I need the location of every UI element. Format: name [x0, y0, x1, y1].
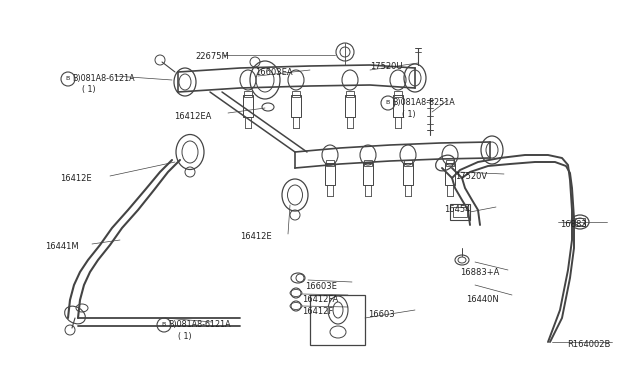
Text: 16454: 16454	[444, 205, 470, 214]
Bar	[403, 163, 413, 185]
Bar	[393, 95, 403, 117]
Bar	[326, 160, 334, 166]
Text: B: B	[386, 100, 390, 106]
Text: 17520U: 17520U	[370, 62, 403, 71]
Text: ( 1): ( 1)	[178, 332, 191, 341]
Text: B)081A8-6121A: B)081A8-6121A	[168, 320, 230, 329]
Text: 16412F: 16412F	[302, 307, 333, 316]
Bar	[291, 95, 301, 117]
Text: 17520V: 17520V	[455, 172, 487, 181]
Bar	[450, 204, 470, 220]
Text: 16412EA: 16412EA	[174, 112, 211, 121]
Text: 16412E: 16412E	[60, 174, 92, 183]
Bar	[364, 160, 372, 166]
Bar	[325, 163, 335, 185]
Bar	[575, 218, 585, 226]
Bar	[394, 91, 402, 97]
Bar	[292, 91, 300, 97]
Bar	[243, 95, 253, 117]
Text: 22675M: 22675M	[195, 52, 228, 61]
Bar	[453, 207, 467, 217]
Text: R164002B: R164002B	[567, 340, 611, 349]
Bar	[346, 91, 354, 97]
Bar	[404, 160, 412, 166]
Bar	[345, 95, 355, 117]
Text: 16603: 16603	[368, 310, 395, 319]
Text: 16412FA: 16412FA	[302, 295, 339, 304]
Text: 16441M: 16441M	[45, 242, 79, 251]
Bar	[363, 163, 373, 185]
Bar	[310, 295, 365, 345]
Text: ( 1): ( 1)	[82, 85, 95, 94]
Bar	[244, 91, 252, 97]
Bar	[445, 163, 455, 185]
Text: 16440N: 16440N	[466, 295, 499, 304]
Text: 16603E: 16603E	[305, 282, 337, 291]
Text: 16412E: 16412E	[240, 232, 271, 241]
Text: B: B	[162, 323, 166, 327]
Text: B: B	[66, 77, 70, 81]
Text: ( 1): ( 1)	[402, 110, 415, 119]
Text: B)081A8-6121A: B)081A8-6121A	[72, 74, 134, 83]
Text: B)081A8-8251A: B)081A8-8251A	[392, 98, 455, 107]
Text: 16603EA: 16603EA	[255, 68, 292, 77]
Text: 16883+A: 16883+A	[460, 268, 499, 277]
Bar	[446, 160, 454, 166]
Text: 16883: 16883	[560, 220, 587, 229]
